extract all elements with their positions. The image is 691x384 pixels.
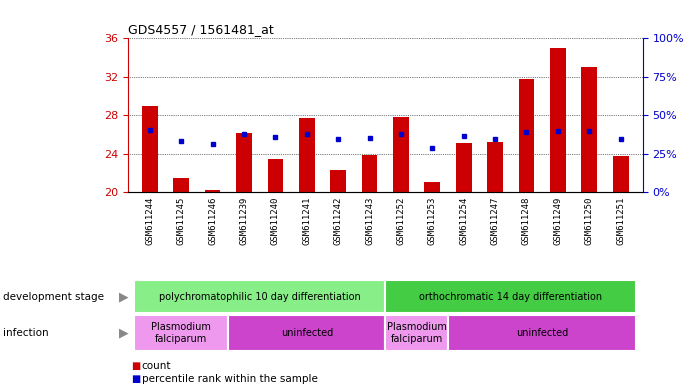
Text: polychromatophilic 10 day differentiation: polychromatophilic 10 day differentiatio… bbox=[159, 291, 361, 302]
Text: GSM611239: GSM611239 bbox=[240, 196, 249, 245]
Bar bbox=[550, 48, 566, 192]
Text: Plasmodium
falciparum: Plasmodium falciparum bbox=[151, 322, 211, 344]
Text: infection: infection bbox=[3, 328, 49, 338]
Text: development stage: development stage bbox=[3, 291, 104, 302]
Bar bbox=[134, 280, 386, 313]
Text: GSM611240: GSM611240 bbox=[271, 196, 280, 245]
Text: GDS4557 / 1561481_at: GDS4557 / 1561481_at bbox=[128, 23, 274, 36]
Bar bbox=[386, 280, 636, 313]
Text: GSM611254: GSM611254 bbox=[460, 196, 468, 245]
Text: count: count bbox=[142, 361, 171, 371]
Bar bbox=[424, 182, 440, 192]
Text: GSM611247: GSM611247 bbox=[491, 196, 500, 245]
Text: uninfected: uninfected bbox=[281, 328, 333, 338]
Bar bbox=[173, 177, 189, 192]
Text: orthochromatic 14 day differentiation: orthochromatic 14 day differentiation bbox=[419, 291, 603, 302]
Text: GSM611252: GSM611252 bbox=[397, 196, 406, 245]
Bar bbox=[519, 79, 534, 192]
Bar bbox=[228, 315, 386, 351]
Bar bbox=[361, 155, 377, 192]
Text: GSM611243: GSM611243 bbox=[365, 196, 374, 245]
Bar bbox=[205, 190, 220, 192]
Text: ▶: ▶ bbox=[119, 290, 129, 303]
Bar bbox=[393, 117, 409, 192]
Text: percentile rank within the sample: percentile rank within the sample bbox=[142, 374, 318, 384]
Bar bbox=[267, 159, 283, 192]
Text: GSM611246: GSM611246 bbox=[208, 196, 217, 245]
Bar bbox=[142, 106, 158, 192]
Text: Plasmodium
falciparum: Plasmodium falciparum bbox=[387, 322, 446, 344]
Text: GSM611241: GSM611241 bbox=[302, 196, 311, 245]
Text: GSM611249: GSM611249 bbox=[553, 196, 562, 245]
Bar bbox=[456, 143, 471, 192]
Bar bbox=[448, 315, 636, 351]
Text: ▶: ▶ bbox=[119, 327, 129, 339]
Text: GSM611253: GSM611253 bbox=[428, 196, 437, 245]
Bar bbox=[613, 156, 629, 192]
Text: GSM611250: GSM611250 bbox=[585, 196, 594, 245]
Text: uninfected: uninfected bbox=[516, 328, 568, 338]
Text: GSM611242: GSM611242 bbox=[334, 196, 343, 245]
Bar bbox=[581, 67, 597, 192]
Bar bbox=[386, 315, 448, 351]
Bar bbox=[236, 133, 252, 192]
Bar bbox=[299, 118, 314, 192]
Text: GSM611251: GSM611251 bbox=[616, 196, 625, 245]
Text: GSM611245: GSM611245 bbox=[177, 196, 186, 245]
Bar bbox=[134, 315, 228, 351]
Text: GSM611248: GSM611248 bbox=[522, 196, 531, 245]
Text: ■: ■ bbox=[131, 361, 140, 371]
Bar bbox=[487, 142, 503, 192]
Text: ■: ■ bbox=[131, 374, 140, 384]
Text: GSM611244: GSM611244 bbox=[145, 196, 154, 245]
Bar bbox=[330, 170, 346, 192]
